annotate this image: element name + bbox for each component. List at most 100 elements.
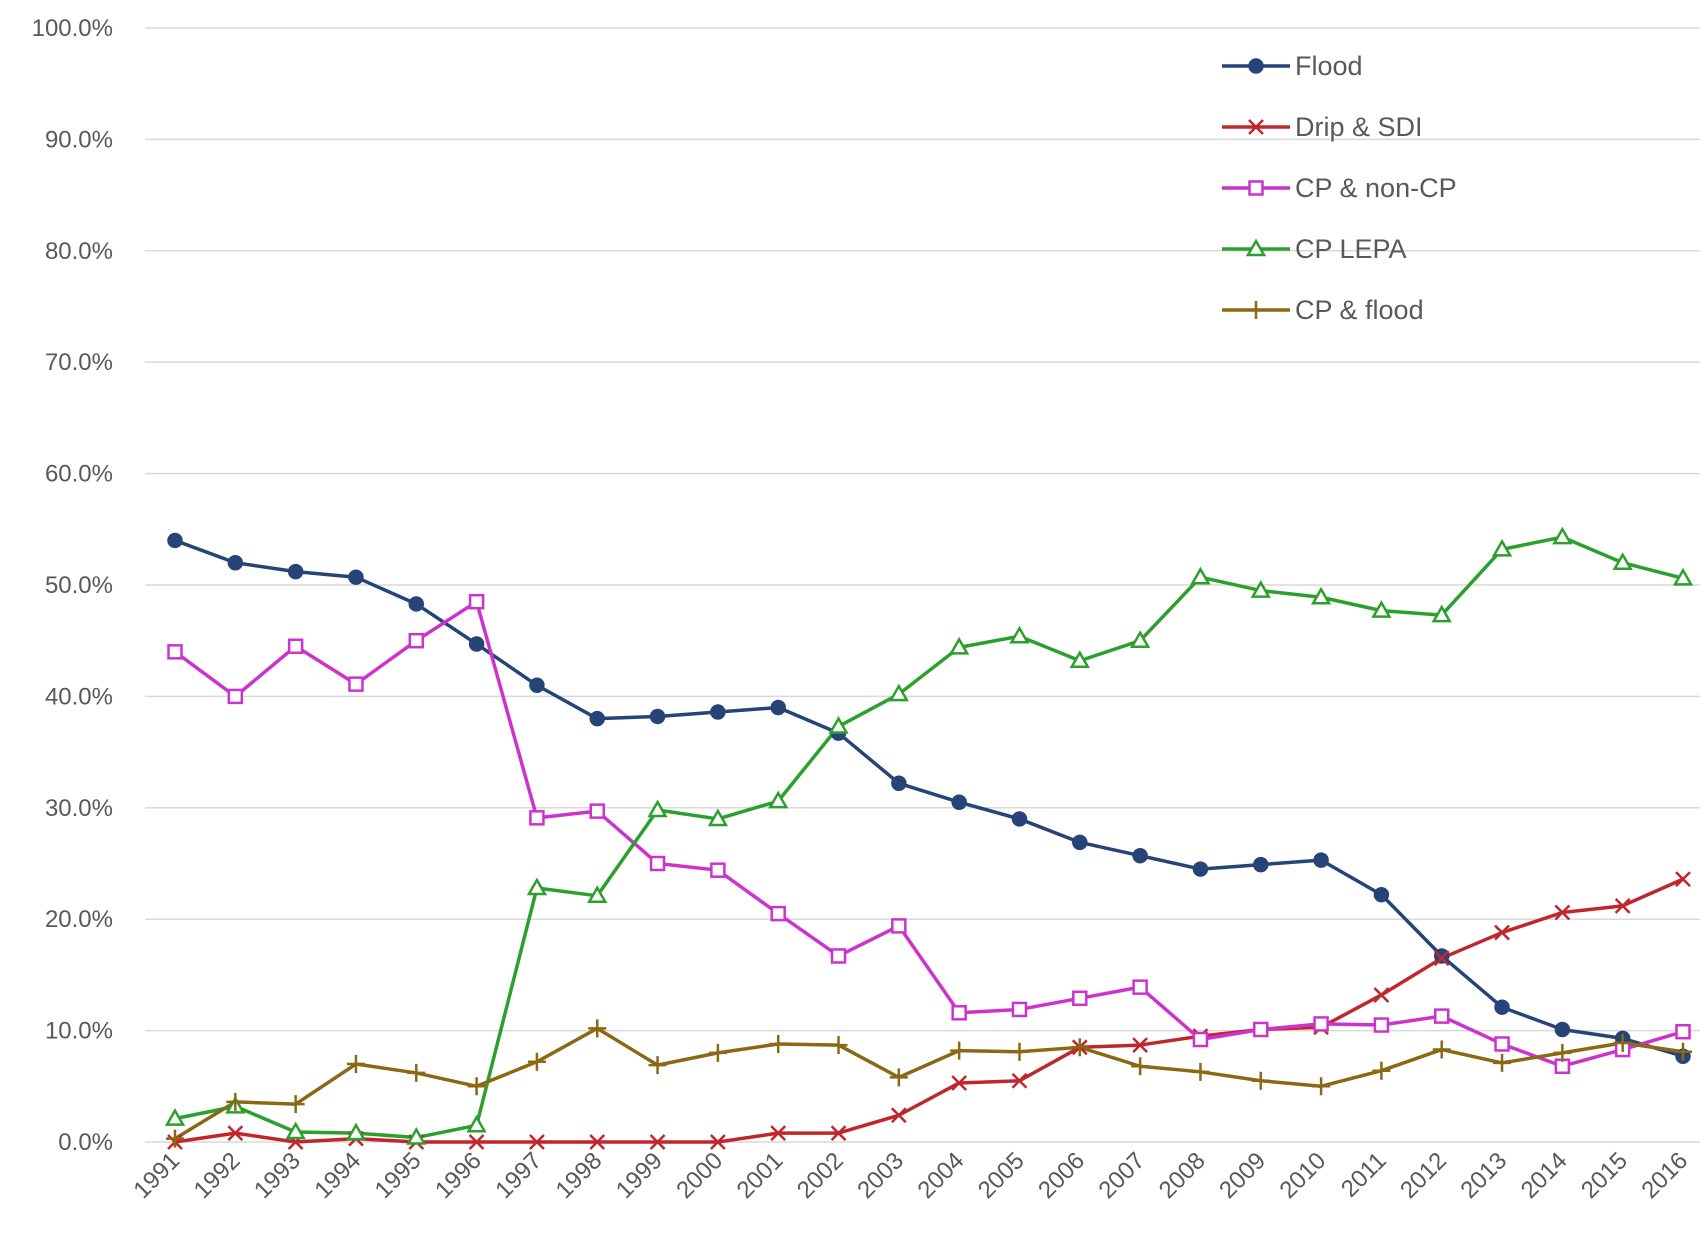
y-tick-label: 30.0% (45, 795, 113, 822)
data-point (1313, 1016, 1329, 1032)
series-4 (174, 1026, 1684, 1141)
legend-label: CP & flood (1295, 295, 1424, 325)
data-point (1675, 1023, 1691, 1040)
x-tick-label: 2010 (1274, 1147, 1331, 1204)
x-tick-label: 2002 (792, 1147, 849, 1204)
data-point (1494, 999, 1510, 1015)
legend-item: Flood (1222, 51, 1363, 81)
data-point (770, 1125, 787, 1141)
data-point (950, 1041, 969, 1060)
data-point (1432, 1040, 1451, 1059)
x-tick-label: 1991 (128, 1147, 185, 1204)
data-point (707, 808, 729, 827)
x-tick-label: 2001 (732, 1147, 789, 1204)
data-point (468, 636, 485, 652)
data-point (891, 918, 907, 934)
data-point (1192, 1031, 1209, 1048)
legend-label: Drip & SDI (1295, 112, 1423, 142)
data-point (407, 1063, 426, 1082)
y-tick-label: 0.0% (58, 1129, 113, 1156)
data-point (408, 596, 425, 612)
legend-swatch-marker (1245, 238, 1267, 257)
x-tick-label: 2004 (913, 1147, 970, 1204)
data-point (285, 1121, 306, 1140)
x-tick-label: 1996 (430, 1147, 487, 1204)
data-point (648, 1056, 667, 1075)
data-point (227, 688, 244, 705)
data-point (408, 632, 425, 649)
x-tick-label: 1993 (249, 1147, 306, 1204)
data-point (1009, 625, 1030, 644)
y-tick-label: 90.0% (45, 126, 113, 153)
data-point (164, 1108, 186, 1126)
x-tick-label: 2008 (1154, 1147, 1211, 1204)
x-tick-label: 1995 (370, 1147, 427, 1204)
data-point (1253, 1021, 1269, 1038)
data-point (1554, 904, 1571, 921)
data-point (1613, 1033, 1632, 1052)
data-point (1132, 847, 1148, 864)
x-tick-label: 2003 (852, 1147, 909, 1204)
data-point (1614, 897, 1631, 914)
data-point (468, 593, 485, 610)
data-point (1253, 856, 1269, 873)
data-point (589, 1134, 606, 1150)
data-point (769, 1034, 788, 1053)
data-point (647, 799, 668, 818)
data-point (1191, 1062, 1210, 1081)
data-point (890, 1107, 907, 1124)
data-point (891, 775, 907, 792)
data-point (466, 1114, 487, 1133)
data-point (1373, 886, 1390, 903)
data-point (951, 794, 967, 810)
data-point (829, 1036, 848, 1055)
data-point (709, 1134, 726, 1150)
data-point (1069, 650, 1090, 669)
data-point (167, 532, 183, 549)
data-point (467, 1077, 486, 1096)
legend-item: Drip & SDI (1222, 112, 1423, 142)
y-tick-label: 50.0% (45, 572, 113, 599)
data-point (1372, 1061, 1391, 1080)
y-tick-label: 80.0% (45, 238, 113, 265)
data-point (345, 1122, 367, 1141)
data-point (951, 1005, 967, 1021)
data-point (226, 1092, 245, 1111)
y-tick-label: 10.0% (45, 1018, 113, 1045)
data-point (1612, 552, 1633, 570)
y-tick-label: 70.0% (45, 349, 113, 376)
series-markers-3 (164, 526, 1694, 1145)
data-point (1313, 852, 1329, 868)
data-point (1493, 1053, 1512, 1072)
data-point (1190, 566, 1211, 585)
series-lines (164, 526, 1694, 1150)
data-point (1192, 861, 1209, 877)
x-tick-label: 1997 (490, 1147, 547, 1204)
x-tick-label: 2016 (1636, 1147, 1693, 1204)
y-tick-label: 60.0% (45, 461, 113, 488)
data-point (1011, 811, 1028, 827)
data-point (529, 1134, 545, 1150)
data-point (770, 905, 786, 922)
data-point (348, 676, 364, 692)
x-axis-ticks: 1991 1992 1993 1994 1995 1996 1997 1998 1999 2000… (128, 1147, 1693, 1204)
series-markers-4 (166, 1019, 1692, 1148)
data-point (346, 1055, 365, 1074)
data-point (227, 1125, 244, 1141)
data-point (529, 677, 545, 694)
series-3 (174, 535, 1684, 1140)
data-point (949, 636, 970, 655)
data-point (1011, 1072, 1028, 1089)
data-point (649, 1134, 666, 1150)
data-point (1431, 604, 1452, 623)
y-tick-label: 100.0% (32, 15, 113, 42)
data-point (1310, 586, 1332, 605)
x-tick-label: 2011 (1336, 1147, 1392, 1203)
legend: Flood Drip & SDI CP & non-CP CP LEPA CP & fl… (1222, 51, 1457, 325)
data-point (710, 704, 726, 720)
y-tick-label: 40.0% (45, 683, 113, 710)
legend-item: CP LEPA (1222, 234, 1407, 264)
data-point (649, 855, 666, 872)
data-point (1129, 630, 1151, 648)
